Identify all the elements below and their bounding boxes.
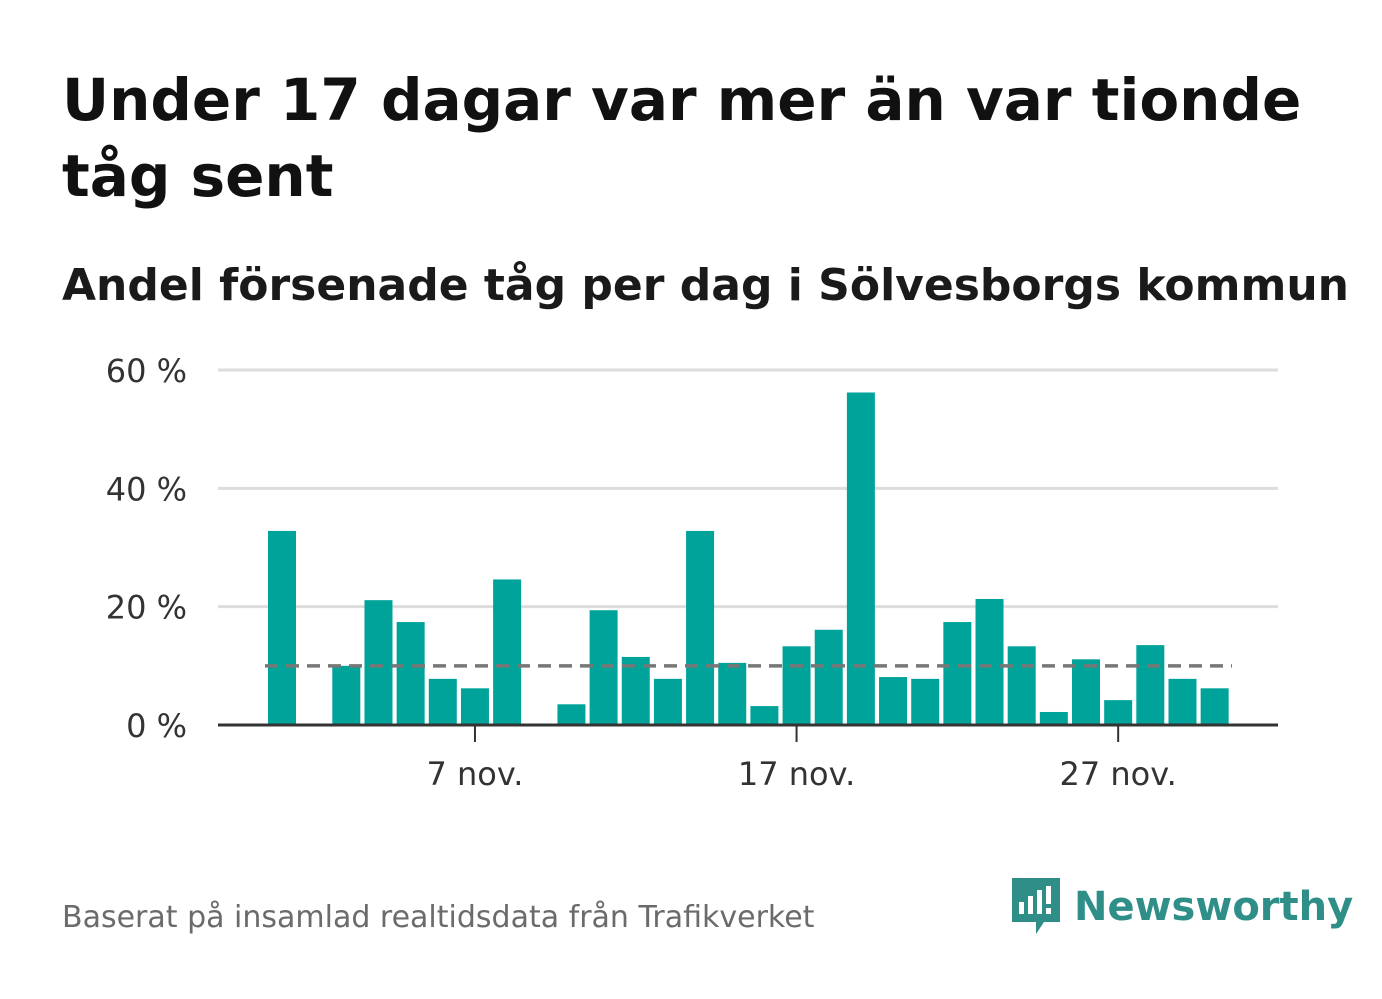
bars [268, 392, 1229, 725]
y-tick-label: 0 % [126, 707, 187, 745]
bar [460, 688, 489, 725]
bar [686, 530, 715, 725]
brand-name: Newsworthy [1074, 884, 1354, 930]
bar [1136, 645, 1165, 725]
bar [879, 677, 908, 725]
y-axis-ticks: 0 % 20 % 40 % 60 % [106, 352, 187, 745]
bar [557, 704, 586, 725]
x-tick-label: 27 nov. [1059, 755, 1176, 793]
bar [1168, 678, 1197, 725]
y-tick-label: 60 % [106, 352, 187, 390]
bar [782, 646, 811, 725]
bar [268, 530, 296, 725]
bar [718, 662, 747, 725]
bar [364, 600, 393, 725]
bar [1104, 700, 1133, 725]
x-tick-label: 17 nov. [738, 755, 855, 793]
x-axis: 7 nov. 17 nov. 27 nov. [218, 723, 1278, 793]
source-note: Baserat på insamlad realtidsdata från Tr… [62, 900, 815, 935]
bar [332, 665, 361, 725]
bar [846, 392, 875, 725]
bar [428, 678, 457, 725]
bar [493, 579, 522, 725]
y-tick-label: 40 % [106, 470, 187, 508]
bar [943, 622, 972, 725]
chart-subtitle: Andel försenade tåg per dag i Sölvesborg… [62, 260, 1349, 311]
bar [621, 656, 650, 725]
bar [911, 678, 940, 725]
bar [1072, 659, 1100, 725]
bar [1039, 711, 1068, 725]
bar [396, 622, 425, 725]
x-tick-label: 7 nov. [426, 755, 523, 793]
bar [1200, 688, 1229, 725]
bar-chart: 0 % 20 % 40 % 60 % 7 nov. 17 nov. 27 nov. [106, 352, 1278, 793]
brand-logo: Newsworthy [1010, 876, 1353, 938]
bar [814, 629, 843, 725]
bar [653, 678, 682, 725]
bar [589, 610, 618, 725]
bar [975, 598, 1004, 725]
bar [1007, 646, 1036, 725]
gridlines [218, 368, 1278, 609]
y-tick-label: 20 % [106, 589, 187, 627]
chart-title: Under 17 dagar var mer än var tionde tåg… [62, 66, 1302, 210]
bar [750, 706, 779, 725]
newsworthy-logo-icon [1012, 878, 1060, 934]
